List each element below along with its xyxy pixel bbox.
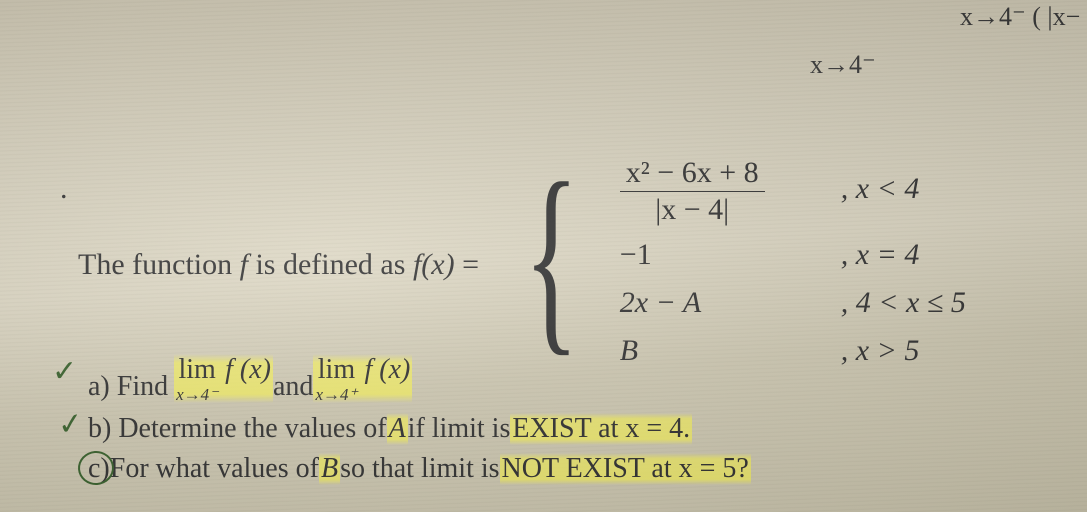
part-b: ✓ b) Determine the values of A if limit … [88,413,751,445]
case-3-cond: , 4 < x ≤ 5 [841,286,966,320]
case-1-numerator: x² − 6x + 8 [620,157,765,191]
part-c-mid2: so that limit is [340,453,499,485]
part-a-and: and [273,371,313,403]
part-b-prefix: b) Determine the values of [88,413,387,445]
case-4-cond: , x > 5 [841,334,920,368]
case-3: 2x − A , 4 < x ≤ 5 [620,286,966,320]
limit-2-top: lim [318,356,355,384]
checkmark-icon: ✓ [56,406,85,443]
definition-intro: The function f is defined as f(x) = [78,248,479,282]
case-2-cond: , x = 4 [841,238,920,272]
part-c-mid1: For what values of [110,453,319,485]
part-a-prefix: a) Find [88,371,168,403]
piecewise-brace: { [524,152,579,362]
case-2: −1 , x = 4 [620,238,966,272]
part-a-fx2: f (x) [364,354,410,385]
intro-mid: is defined as [248,248,413,281]
part-a: ✓ a) Find lim x→4⁻ f (x) and lim x→4⁺ f … [88,354,751,403]
limit-2: lim x→4⁺ [315,356,357,403]
case-1-denominator: |x − 4| [649,192,735,226]
page: . x→4⁻ x→4⁻ ( |x− The function f is defi… [0,0,1087,512]
case-1-cond: , x < 4 [841,172,920,206]
part-c-B: B [319,453,340,485]
part-a-highlight-1: lim x→4⁻ f (x) [174,354,273,403]
part-a-fx1: f (x) [225,354,271,385]
part-a-highlight-2: lim x→4⁺ f (x) [313,354,412,403]
intro-f: f [240,248,248,281]
part-b-exist: EXIST at x = 4. [510,413,692,445]
case-1-expr: x² − 6x + 8 |x − 4| [620,154,825,224]
limit-1: lim x→4⁻ [176,356,218,403]
limit-1-bot: x→4⁻ [176,386,218,403]
case-1: x² − 6x + 8 |x − 4| , x < 4 [620,154,966,224]
part-c: c) For what values of B so that limit is… [88,453,751,485]
intro-fx: f(x) [413,248,455,281]
piecewise-cases: x² − 6x + 8 |x − 4| , x < 4 −1 , x = 4 2… [620,154,966,368]
part-b-A: A [387,413,408,445]
handwritten-annotation-2: x→4⁻ ( |x− [960,2,1080,32]
checkmark-icon: ✓ [52,354,77,389]
intro-prefix: The function [78,248,240,281]
part-c-notexist: NOT EXIST at x = 5? [500,453,751,485]
case-2-expr: −1 [620,238,825,272]
limit-2-bot: x→4⁺ [315,386,357,403]
question-parts: ✓ a) Find lim x→4⁻ f (x) and lim x→4⁺ f … [88,354,751,493]
part-b-mid: if limit is [408,413,511,445]
limit-1-top: lim [178,356,215,384]
margin-dot: . [60,172,68,206]
function-definition: The function f is defined as f(x) = { x²… [78,158,966,372]
case-3-expr: 2x − A [620,286,825,320]
handwritten-annotation-1: x→4⁻ [810,50,876,80]
intro-eq: = [455,248,479,281]
